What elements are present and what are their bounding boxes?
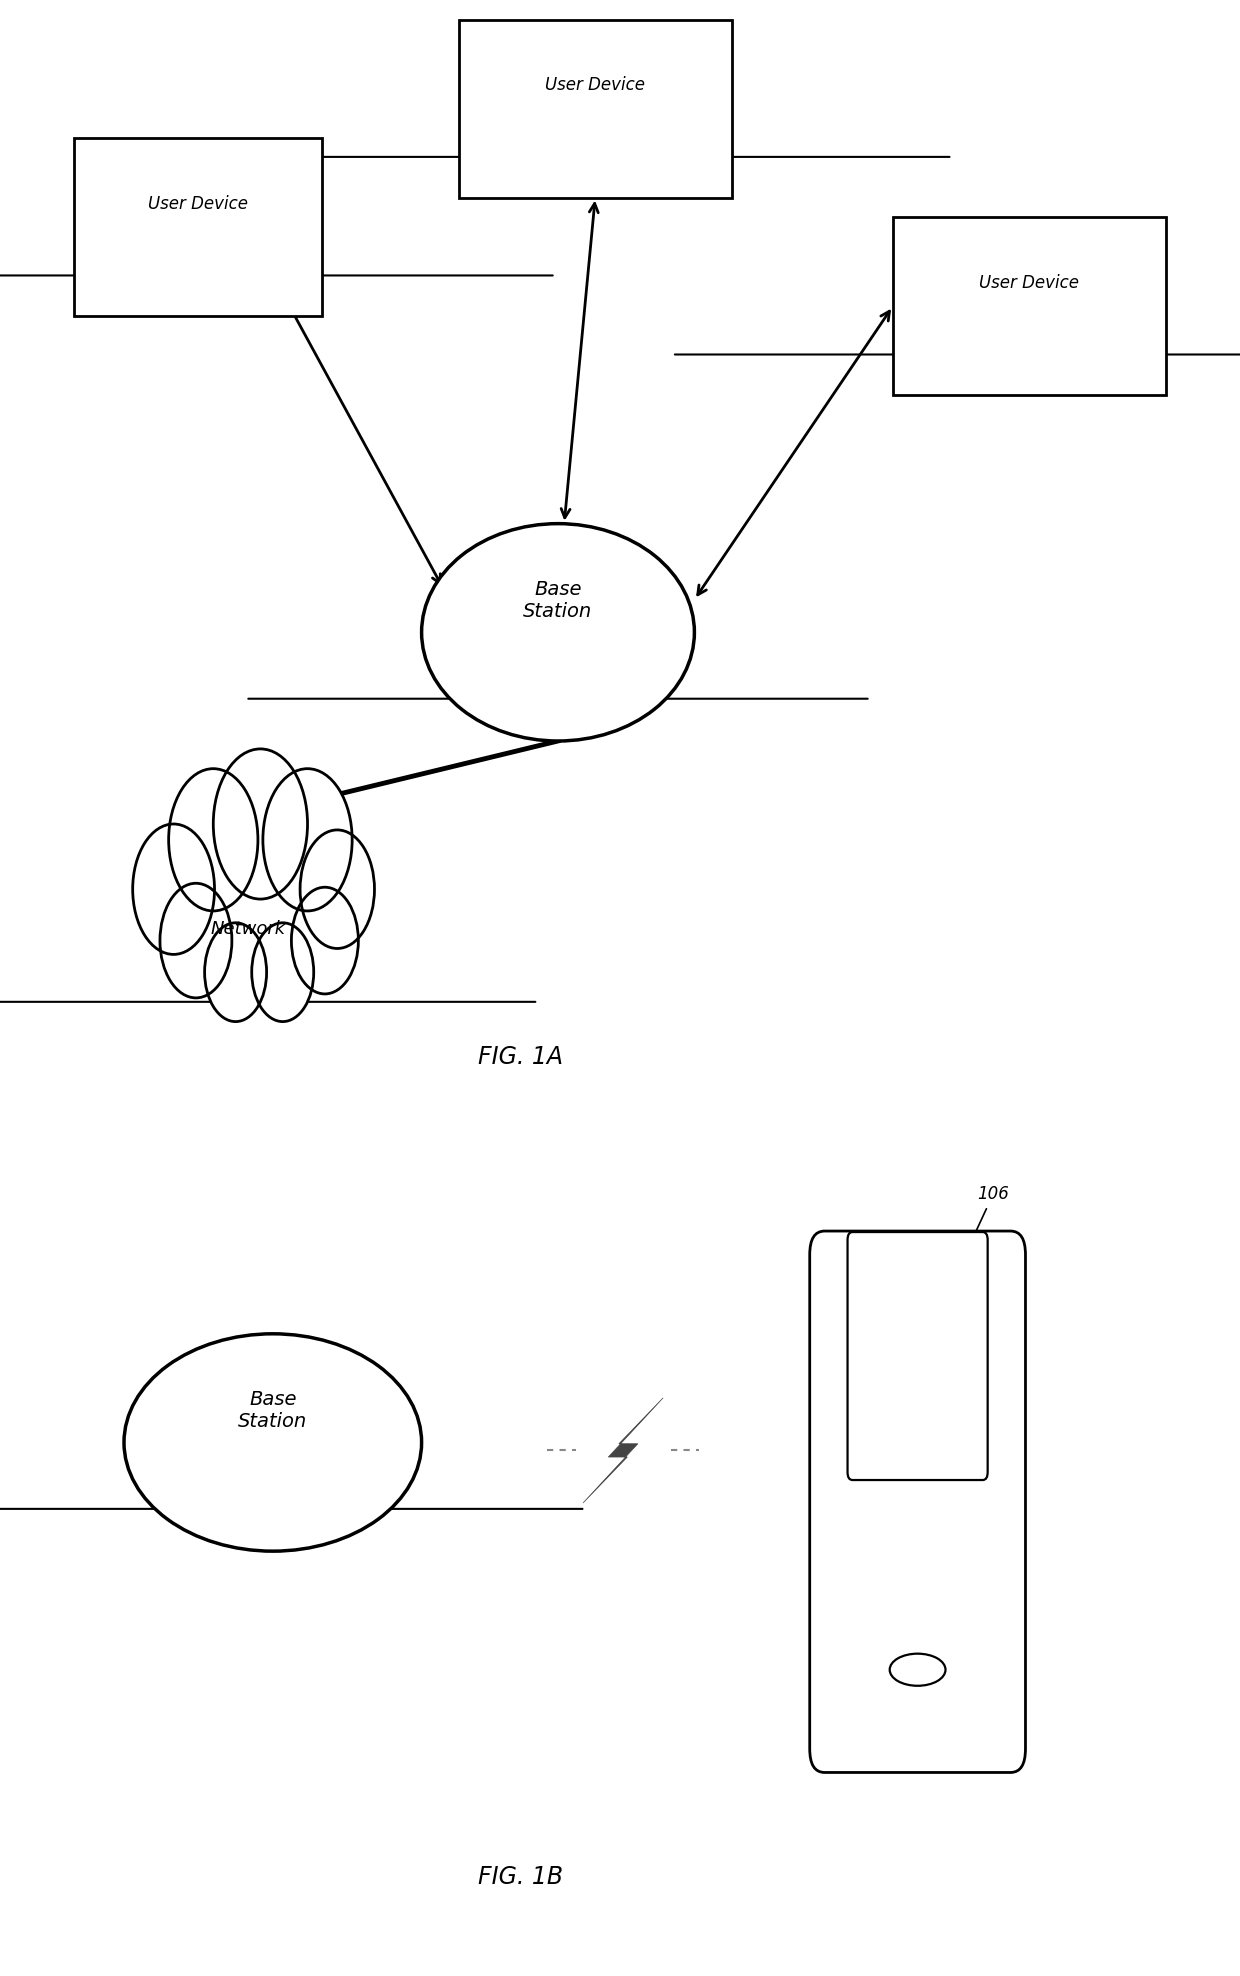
FancyBboxPatch shape [848, 1233, 987, 1480]
Text: User Device: User Device [149, 194, 248, 213]
Circle shape [263, 769, 352, 911]
Text: 106A: 106A [177, 249, 219, 269]
Text: 106N: 106N [1007, 328, 1052, 348]
Circle shape [213, 749, 308, 899]
Text: 106: 106 [971, 1186, 1009, 1243]
Circle shape [300, 830, 374, 948]
Circle shape [205, 923, 267, 1022]
FancyBboxPatch shape [74, 138, 322, 316]
FancyBboxPatch shape [810, 1231, 1025, 1772]
Circle shape [160, 883, 232, 998]
Text: User Device: User Device [546, 75, 645, 95]
Text: Base
Station: Base Station [238, 1391, 308, 1431]
Text: User Device: User Device [980, 273, 1079, 292]
FancyBboxPatch shape [893, 217, 1166, 395]
Circle shape [169, 769, 258, 911]
Circle shape [291, 887, 358, 994]
Text: FIG. 1B: FIG. 1B [479, 1865, 563, 1889]
Text: Base
Station: Base Station [523, 581, 593, 620]
Ellipse shape [422, 524, 694, 741]
Text: 100: 100 [231, 974, 265, 994]
Text: 102: 102 [254, 1480, 291, 1500]
Polygon shape [583, 1397, 663, 1504]
Text: 106B: 106B [574, 130, 616, 150]
Text: FIG. 1A: FIG. 1A [479, 1045, 563, 1069]
Circle shape [252, 923, 314, 1022]
Text: Network: Network [211, 919, 285, 939]
Ellipse shape [890, 1654, 945, 1686]
Circle shape [133, 824, 215, 954]
Text: 102: 102 [539, 670, 577, 690]
Ellipse shape [124, 1334, 422, 1551]
FancyBboxPatch shape [459, 20, 732, 198]
